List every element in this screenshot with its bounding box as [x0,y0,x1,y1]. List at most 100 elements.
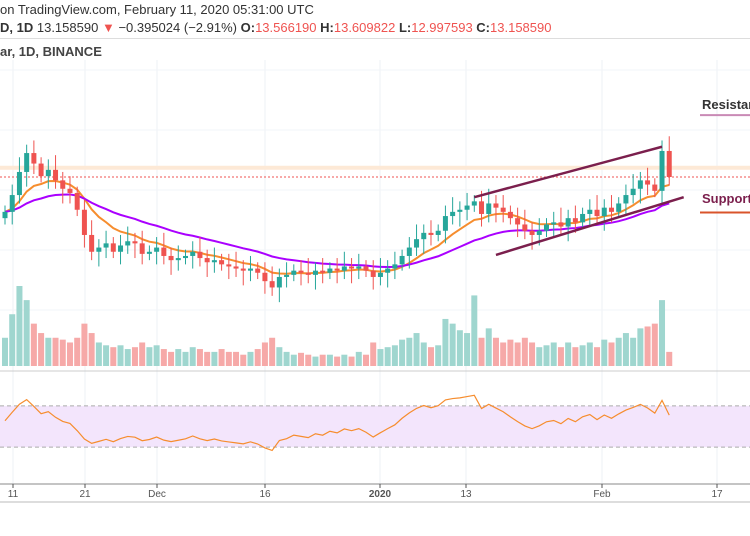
candle-body [493,203,499,208]
candle-body [594,209,600,217]
candle-body [139,243,145,254]
volume-bar [384,347,391,366]
close: 13.158590 [490,20,552,35]
candle-body [240,268,246,271]
candle-body [608,207,614,212]
candle-body [377,272,383,277]
volume-bar [427,347,434,366]
volume-bar [355,351,362,366]
candle-body [327,268,333,273]
x-tick-label: 2020 [369,489,392,500]
volume-bar [305,354,312,366]
volume-bar [579,345,586,366]
h-label: H: [320,20,334,35]
candle-body [479,201,485,214]
last-price: 13.158590 [36,20,99,35]
candle-body [146,251,152,254]
horizontal-band [0,165,750,170]
volume-bar [550,342,557,366]
volume-bar [225,351,232,366]
candle-body [219,260,225,265]
candle-body [363,266,369,271]
candle-body [522,224,528,231]
volume-bar [95,342,102,366]
volume-bar [153,345,160,366]
support-label: Support [702,191,750,207]
volume-bar [478,337,485,366]
candle-body [442,216,448,231]
candle-body [529,230,535,235]
volume-bar [52,337,59,366]
candle-body [551,222,557,225]
candle-body [38,163,44,177]
volume-bar [572,347,579,366]
candle-body [226,264,232,267]
volume-bar [103,345,110,366]
volume-bar [557,347,564,366]
volume-bar [124,349,131,366]
volume-bar [189,347,196,366]
candle-body [132,241,138,244]
volume-bar [110,347,117,366]
volume-bar [651,323,658,366]
candle-body [262,272,268,282]
candle-body [190,251,196,256]
volume-bar [66,342,73,366]
candle-body [471,201,477,206]
candle-body [457,209,463,212]
volume-bar [586,342,593,366]
candle-body [500,207,506,212]
candle-body [291,270,297,275]
candle-body [349,266,355,269]
volume-bar [659,300,666,366]
volume-bar [464,333,471,366]
candle-body [53,169,59,181]
volume-bar [521,337,528,366]
volume-bar [276,347,283,366]
candle-body [565,218,571,227]
volume-bar [247,351,254,366]
volume-bar [283,351,290,366]
trend-line [495,195,685,257]
volume-bar [319,354,326,366]
volume-bar [196,349,203,366]
volume-bar [601,339,608,366]
volume-bar [341,354,348,366]
candle-body [659,150,665,191]
header-source: on TradingView.com, February 11, 2020 05… [0,2,314,17]
volume-bar [608,342,615,366]
candle-body [60,180,66,189]
volume-bar [23,300,30,366]
candle-body [118,245,124,252]
volume-bar [16,286,23,366]
x-tick-label: 17 [711,489,723,500]
volume-bar [59,339,66,366]
change: −0.395024 (−2.91%) [118,20,237,35]
volume-bar [500,342,507,366]
candle-body [666,150,672,177]
volume-bar [644,326,651,366]
candle-body [96,247,102,252]
volume-bar [420,342,427,366]
candle-body [399,255,405,265]
candle-body [652,184,658,191]
volume-bar [269,337,276,366]
candle-body [334,268,340,271]
volume-bar [160,349,167,366]
candle-body [385,268,391,273]
volume-bar [74,337,81,366]
volume-bar [363,354,369,366]
volume-bar [536,347,543,366]
volume-bar [565,342,572,366]
candle-body [284,274,290,277]
series-title: ar, 1D, BINANCE [0,44,102,59]
x-tick-label: 16 [259,489,271,500]
candle-body [2,211,8,219]
volume-bar [204,351,211,366]
trend-line [473,145,663,199]
down-arrow-icon: ▼ [101,20,115,35]
candle-body [630,188,636,196]
o-label: O: [240,20,256,35]
volume-bar [435,345,442,366]
